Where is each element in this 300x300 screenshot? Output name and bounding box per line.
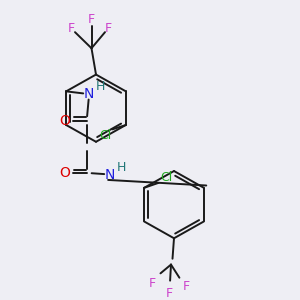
Text: N: N: [104, 168, 115, 182]
Text: F: F: [105, 22, 112, 35]
Text: F: F: [149, 277, 156, 290]
Text: Cl: Cl: [160, 170, 172, 184]
Text: O: O: [59, 114, 70, 128]
Text: O: O: [59, 166, 70, 180]
Text: F: F: [183, 280, 190, 293]
Text: H: H: [116, 161, 126, 174]
Text: F: F: [166, 287, 173, 300]
Text: N: N: [83, 87, 94, 101]
Text: F: F: [68, 22, 75, 35]
Text: H: H: [95, 80, 105, 93]
Text: F: F: [88, 14, 95, 26]
Text: Cl: Cl: [99, 129, 111, 142]
